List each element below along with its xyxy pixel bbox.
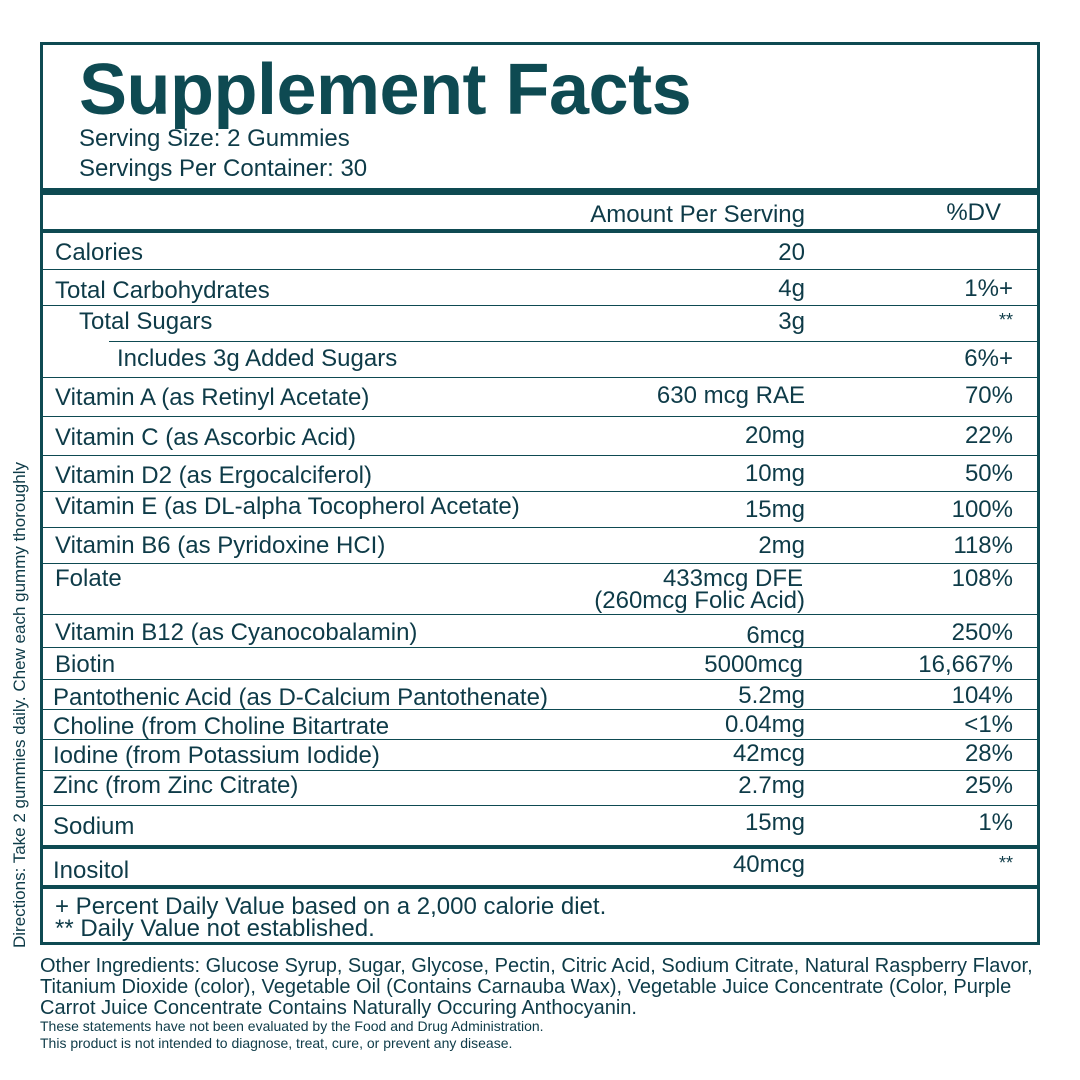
row-divider <box>43 679 1037 680</box>
nutrient-name: Vitamin B6 (as Pyridoxine HCI) <box>55 532 386 559</box>
nutrient-amount: 15mg <box>744 496 805 523</box>
thick-row-divider <box>43 845 1037 849</box>
nutrient-amount: 6mcg <box>746 622 805 649</box>
row-divider <box>43 647 1037 648</box>
nutrient-amount: 40mcg <box>732 851 805 878</box>
nutrient-name: Vitamin C (as Ascorbic Acid) <box>55 424 356 451</box>
nutrient-dv: 250% <box>951 619 1013 646</box>
nutrient-amount: 5.2mg <box>738 682 805 709</box>
row-divider <box>43 805 1037 806</box>
nutrient-amount: 2.7mg <box>738 772 805 799</box>
row-divider <box>109 341 1037 342</box>
nutrient-name: Biotin <box>55 651 116 678</box>
nutrient-name: Includes 3g Added Sugars <box>117 345 398 372</box>
nutrient-dv: <1% <box>964 711 1013 738</box>
nutrient-name: Choline (from Choline Bitartrate <box>53 713 390 740</box>
fda-disclaimer-line-1: These statements have not been evaluated… <box>40 1018 544 1034</box>
header-divider <box>43 229 1037 233</box>
nutrient-name: Vitamin B12 (as Cyanocobalamin) <box>55 619 418 646</box>
nutrient-dv: 1%+ <box>964 275 1013 302</box>
nutrient-amount: 2mg <box>758 532 805 559</box>
nutrient-amount: 20 <box>778 239 805 266</box>
nutrient-name: Calories <box>55 239 144 266</box>
thick-divider <box>43 188 1037 195</box>
nutrient-name: Vitamin D2 (as Ergocalciferol) <box>55 462 373 489</box>
serving-size: Serving Size: 2 Gummies <box>79 125 350 152</box>
amount-per-serving-header: Amount Per Serving <box>590 201 805 228</box>
nutrient-dv: 28% <box>964 740 1013 767</box>
nutrient-dv: 25% <box>964 772 1013 799</box>
panel-title: Supplement Facts <box>79 50 692 130</box>
row-divider <box>43 770 1037 771</box>
nutrient-name: Pantothenic Acid (as D-Calcium Pantothen… <box>53 684 548 711</box>
nutrient-name: Iodine (from Potassium Iodide) <box>53 742 380 769</box>
row-divider <box>43 614 1037 615</box>
dv-header: %DV <box>946 199 1001 226</box>
nutrient-amount: 10mg <box>744 460 805 487</box>
nutrient-amount: 15mg <box>744 809 805 836</box>
nutrient-amount: 42mcg <box>732 740 805 767</box>
fda-disclaimer-line-2: This product is not intended to diagnose… <box>40 1035 513 1051</box>
nutrient-dv: 16,667% <box>918 651 1013 678</box>
nutrient-name: Total Sugars <box>79 308 213 335</box>
nutrient-dv: ** <box>998 310 1013 330</box>
nutrient-amount: 3g <box>778 308 805 335</box>
row-divider <box>43 563 1037 564</box>
directions-text: Directions: Take 2 gummies daily. Chew e… <box>10 462 29 948</box>
nutrient-dv: 104% <box>951 682 1013 709</box>
nutrient-name: Inositol <box>53 857 130 884</box>
nutrient-name: Total Carbohydrates <box>55 277 270 304</box>
row-divider <box>43 377 1037 378</box>
footnote-divider <box>43 885 1037 889</box>
row-divider <box>43 739 1037 740</box>
nutrient-amount: 630 mcg RAE <box>656 382 805 409</box>
row-divider <box>43 491 1037 492</box>
nutrient-name: Folate <box>55 565 122 592</box>
nutrient-amount: 5000mcg <box>704 651 803 678</box>
supplement-facts-panel: Supplement Facts Serving Size: 2 Gummies… <box>40 42 1040 945</box>
nutrient-name: Zinc (from Zinc Citrate) <box>53 772 299 799</box>
row-divider <box>43 455 1037 456</box>
nutrient-dv: 50% <box>964 460 1013 487</box>
other-ingredients: Other Ingredients: Glucose Syrup, Sugar,… <box>40 955 1033 1019</box>
nutrient-amount: 433mcg DFE <box>662 565 803 592</box>
row-divider <box>43 527 1037 528</box>
servings-per-container: Servings Per Container: 30 <box>79 155 368 182</box>
nutrient-dv: 22% <box>964 422 1013 449</box>
footnote-not-established: ** Daily Value not established. <box>55 915 375 942</box>
nutrient-dv: 6%+ <box>964 345 1013 372</box>
nutrient-amount: 4g <box>778 275 805 302</box>
row-divider <box>43 269 1037 270</box>
nutrient-amount: 20mg <box>744 422 805 449</box>
nutrient-amount: 0.04mg <box>724 711 805 738</box>
nutrient-dv: 100% <box>951 496 1013 523</box>
nutrient-name: Vitamin E (as DL-alpha Tocopherol Acetat… <box>55 493 520 520</box>
row-divider <box>43 709 1037 710</box>
nutrient-dv: 118% <box>953 532 1013 559</box>
nutrient-name: Sodium <box>53 813 135 840</box>
nutrient-dv: ** <box>998 853 1013 873</box>
nutrient-dv: 70% <box>964 382 1013 409</box>
nutrient-dv: 108% <box>951 565 1013 592</box>
row-divider <box>43 416 1037 417</box>
nutrient-amount-detail: (260mcg Folic Acid) <box>594 587 805 614</box>
row-divider <box>43 305 1037 306</box>
nutrient-dv: 1% <box>978 809 1013 836</box>
nutrient-name: Vitamin A (as Retinyl Acetate) <box>55 384 370 411</box>
footnote-daily-value: + Percent Daily Value based on a 2,000 c… <box>55 893 607 920</box>
